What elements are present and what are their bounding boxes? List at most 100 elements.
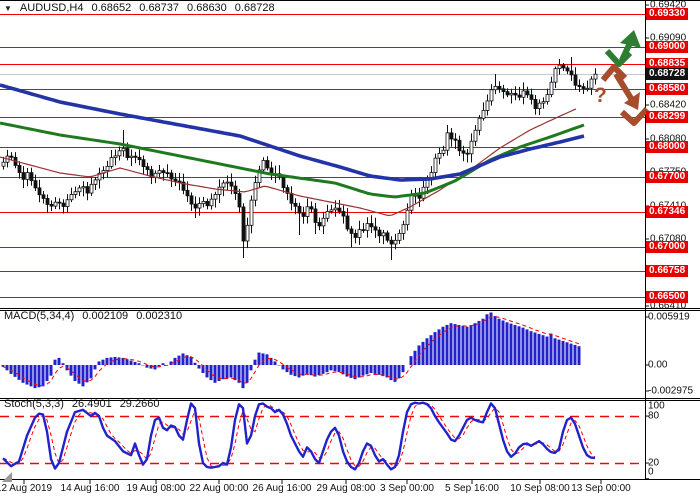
candle <box>233 185 238 194</box>
candle <box>53 201 58 207</box>
candle <box>289 192 294 204</box>
ohlc-close-value: 0.68728 <box>234 2 275 14</box>
candle <box>21 172 26 180</box>
ohlc-low-value: 0.68630 <box>187 2 227 14</box>
candle <box>561 64 566 69</box>
ohlc-high-value: 0.68737 <box>139 2 180 14</box>
candle <box>29 172 34 182</box>
candle <box>177 180 182 183</box>
candle <box>185 189 190 197</box>
candle <box>425 179 430 188</box>
candle <box>541 101 546 104</box>
candle <box>189 195 194 205</box>
candle <box>401 224 406 234</box>
candle <box>117 150 122 157</box>
candle <box>505 91 510 96</box>
candle <box>409 195 414 211</box>
panel-frame <box>0 0 700 484</box>
price-panel[interactable] <box>0 57 598 260</box>
candle <box>477 117 482 131</box>
candle <box>169 172 174 180</box>
candle <box>489 89 494 102</box>
candle <box>517 94 522 98</box>
candle <box>61 202 66 207</box>
macd-name: MACD(5,34,4) <box>4 310 75 322</box>
candle <box>305 206 310 217</box>
candle <box>445 132 450 151</box>
candle <box>521 90 526 98</box>
candle <box>261 160 266 171</box>
candle <box>241 206 246 242</box>
stoch-main-value: 26.4901 <box>71 398 112 410</box>
candle <box>281 176 286 189</box>
candle <box>49 204 54 207</box>
candle <box>125 148 130 159</box>
candle <box>301 212 306 217</box>
candle <box>81 186 86 189</box>
question-mark-annotation: ? <box>594 84 607 107</box>
candle <box>465 152 470 155</box>
macd-signal-value: 0.002310 <box>136 310 183 322</box>
candle <box>109 157 114 167</box>
stoch-signal-value: 29.2660 <box>119 398 160 410</box>
support-resistance-lines <box>0 14 645 298</box>
stoch-indicator-label: Stoch(5,3,3) 26.4901 29.2660 <box>4 398 159 410</box>
candle <box>293 202 298 207</box>
candle <box>45 198 50 205</box>
trend-down-arrow-icon <box>613 72 635 102</box>
candle <box>441 149 446 154</box>
candle <box>485 100 490 111</box>
candle <box>365 223 370 231</box>
macd-main-value: 0.002109 <box>82 310 129 322</box>
trend-down-arrow-icon <box>624 92 640 110</box>
candle <box>249 199 254 226</box>
candle <box>393 239 398 245</box>
candle <box>85 186 90 194</box>
candle <box>217 186 222 195</box>
ma-fast-line <box>0 108 577 217</box>
candle <box>161 170 166 174</box>
candle <box>453 138 458 141</box>
chart-dropdown-icon[interactable]: ▼ <box>4 3 12 13</box>
candle <box>37 187 42 196</box>
candle <box>345 215 350 230</box>
candle <box>309 206 314 210</box>
candle <box>297 205 302 214</box>
candle <box>509 92 514 96</box>
candle <box>577 84 582 88</box>
candle <box>569 70 574 76</box>
candle <box>229 181 234 187</box>
candle <box>333 207 338 211</box>
candle <box>417 194 422 199</box>
candle <box>265 160 270 169</box>
candle <box>245 224 250 242</box>
stoch-main-line <box>2 401 596 471</box>
chart-shift-icon[interactable] <box>2 472 12 482</box>
candle <box>33 180 38 189</box>
candle <box>181 181 186 191</box>
candle <box>41 194 46 199</box>
candle <box>585 87 590 90</box>
ma-slow-line <box>0 83 585 182</box>
candle <box>461 150 466 154</box>
candle <box>65 199 70 207</box>
candle <box>89 183 94 194</box>
candle <box>325 211 330 219</box>
candle <box>57 201 62 204</box>
candle <box>257 169 262 183</box>
trend-down-arrow-icon <box>600 64 628 82</box>
candle <box>549 81 554 95</box>
candle <box>573 74 578 86</box>
candle <box>17 165 22 173</box>
candle <box>533 99 538 109</box>
candle <box>529 94 534 100</box>
candle <box>137 156 142 161</box>
ohlc-open-value: 0.68652 <box>91 2 132 14</box>
macd-panel[interactable] <box>1 312 581 389</box>
candle <box>493 85 498 91</box>
candle <box>385 232 390 241</box>
stoch-name: Stoch(5,3,3) <box>4 398 64 410</box>
stoch-panel[interactable] <box>0 401 645 471</box>
